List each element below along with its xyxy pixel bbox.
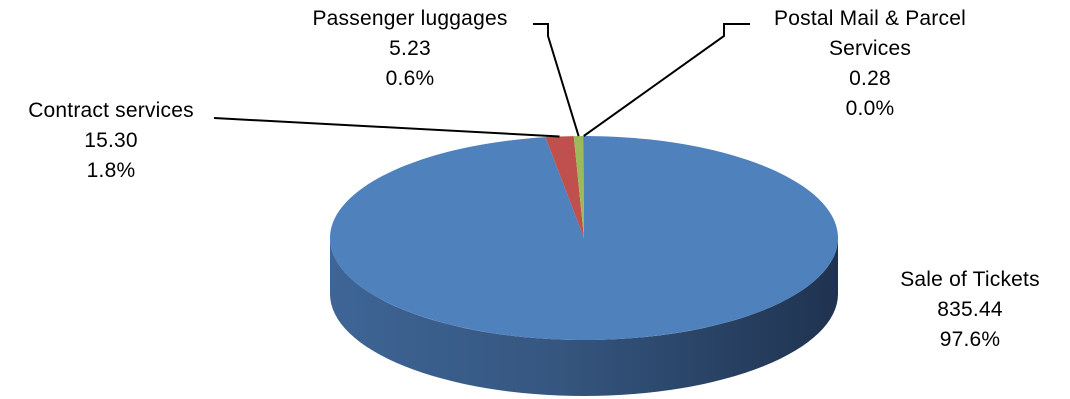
leader-line-passenger-luggages [533, 23, 580, 137]
slice-label-passenger-luggages: Passenger luggages 5.23 0.6% [270, 4, 550, 94]
leader-lines [213, 23, 750, 138]
pie-slice-contract-services [545, 136, 584, 238]
slice-label-name: Contract services [28, 99, 194, 122]
slice-label-percent: 0.6% [385, 67, 435, 90]
slice-label-postal-mail: Postal Mail & Parcel Services 0.28 0.0% [740, 4, 1000, 124]
slice-label-value: 5.23 [389, 37, 431, 60]
slice-label-sale-of-tickets: Sale of Tickets 835.44 97.6% [870, 265, 1070, 355]
slice-label-contract-services: Contract services 15.30 1.8% [0, 96, 222, 186]
pie-top [329, 136, 838, 340]
slice-label-percent: 1.8% [86, 159, 136, 182]
slice-label-value: 15.30 [84, 129, 138, 152]
pie-slice-passenger-luggages [573, 136, 584, 238]
slice-label-name-line-2: Services [828, 37, 912, 60]
pie-side-wall [330, 238, 838, 396]
slice-label-percent: 97.6% [939, 328, 1001, 351]
leader-line-contract-services [213, 117, 560, 138]
pie-side-wall-sale-of-tickets [330, 238, 838, 396]
slice-label-name: Sale of Tickets [900, 268, 1040, 291]
slice-label-value: 835.44 [937, 298, 1003, 321]
slice-label-name-line-1: Postal Mail & Parcel [774, 7, 966, 30]
pie-slice-sale-of-tickets [329, 136, 838, 340]
slice-label-value: 0.28 [849, 67, 891, 90]
pie-slice-postal-mail-parcel-services [583, 136, 584, 238]
leader-line-postal-mail-parcel-services [583, 23, 750, 137]
slice-label-name: Passenger luggages [312, 7, 508, 30]
slice-label-percent: 0.0% [845, 97, 895, 120]
